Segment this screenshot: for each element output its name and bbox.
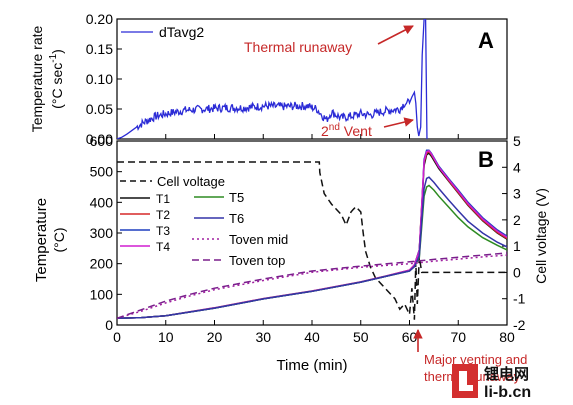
annotation-major-venting-line1: Major venting and — [424, 352, 527, 367]
panel-b-xtick-label: 80 — [499, 329, 515, 345]
panel-b-ytick-label: 500 — [90, 164, 114, 180]
panel-b-ylabel-line1: Temperature — [33, 198, 50, 282]
panel-b-ytick-right-label: 1 — [513, 238, 521, 254]
panel-a-ylabel-line2: (°C sec-1) — [48, 49, 65, 109]
panel-b-ytick-right-label: 3 — [513, 186, 521, 202]
watermark-site: li-b.cn — [484, 384, 531, 400]
legend-label-toven-mid: Toven mid — [229, 232, 288, 247]
panel-b-ytick-right-label: 4 — [513, 159, 521, 175]
panel-b-xtick-label: 30 — [255, 329, 271, 345]
legend-label-t5: T5 — [229, 190, 244, 205]
series-line-dtavg2 — [117, 19, 428, 139]
panel-b-xtick-label: 20 — [207, 329, 223, 345]
panel-b-xtick-label: 70 — [450, 329, 466, 345]
legend-label-t1: T1 — [156, 192, 170, 206]
watermark-brand: 锂电网 — [484, 365, 529, 383]
panel-a-ytick-label: 0.20 — [86, 11, 113, 27]
series-line-cell-voltage — [117, 161, 507, 320]
panel-b-xtick-label: 40 — [304, 329, 320, 345]
panel-a-ytick-label: 0.05 — [86, 101, 113, 117]
annotation-second-vent: 2nd Vent — [321, 122, 372, 139]
panel-a-legend-label: dTavg2 — [159, 24, 204, 40]
legend-label-t6: T6 — [229, 211, 244, 226]
panel-b-frame — [116, 140, 508, 326]
watermark-logo: 锂电网 li-b.cn — [448, 362, 570, 401]
panel-b-ytick-label: 200 — [90, 256, 114, 272]
panel-b-label: B — [478, 147, 494, 172]
panel-b-ytick-label: 600 — [90, 133, 114, 149]
panel-b-ylabel-line2: (°C) — [51, 227, 67, 252]
panel-a-ytick-label: 0.10 — [86, 71, 113, 87]
panel-a-ylabel-line1: Temperature rate — [29, 25, 45, 132]
panel-b-ytick-label: 400 — [90, 194, 114, 210]
panel-a-y-ticks: 0.00 0.05 0.10 0.15 0.20 — [86, 11, 508, 147]
panel-b-xtick-label: 10 — [158, 329, 174, 345]
panel-b-xtick-label: 60 — [402, 329, 418, 345]
annotation-second-vent-arrow — [383, 117, 414, 128]
panel-b-ylabel-right: Cell voltage (V) — [533, 188, 549, 284]
annotation-thermal-runaway: Thermal runaway — [244, 39, 352, 55]
panel-b-lines — [117, 149, 507, 320]
legend-label-t2: T2 — [156, 208, 170, 222]
legend-label-toven-top: Toven top — [229, 253, 285, 268]
annotation-thermal-runaway-arrow — [377, 25, 414, 45]
legend-label-t3: T3 — [156, 224, 170, 238]
legend-label-t4: T4 — [156, 240, 170, 254]
panel-b-ytick-label: 100 — [90, 286, 114, 302]
panel-b-ytick-right-label: 5 — [513, 133, 521, 149]
panel-b-xtick-label: 0 — [113, 329, 121, 345]
panel-b-ytick-label: 0 — [105, 317, 113, 333]
panel-b-xtick-label: 50 — [353, 329, 369, 345]
panel-a-lines — [117, 19, 428, 139]
series-line-toven-top — [117, 252, 507, 320]
panel-b-ytick-right-label: -1 — [513, 291, 526, 307]
panel-a-ytick-label: 0.00 — [86, 131, 113, 147]
panel-b-ytick-right-label: 2 — [513, 212, 521, 228]
panel-b-ytick-right-label: 0 — [513, 264, 521, 280]
panel-a-label: A — [478, 28, 494, 53]
x-axis-label: Time (min) — [276, 357, 347, 374]
legend-label-cell-voltage: Cell voltage — [157, 174, 225, 189]
panel-b-ytick-label: 300 — [90, 225, 114, 241]
panel-a-ytick-label: 0.15 — [86, 41, 113, 57]
panel-b-legend: Cell voltage T1 T2 T3 T4 T5 T6 Toven mid… — [120, 174, 288, 268]
series-line-t6 — [117, 176, 507, 320]
series-line-toven-mid — [117, 254, 507, 320]
panel-b-ytick-right-label: -2 — [513, 317, 526, 333]
